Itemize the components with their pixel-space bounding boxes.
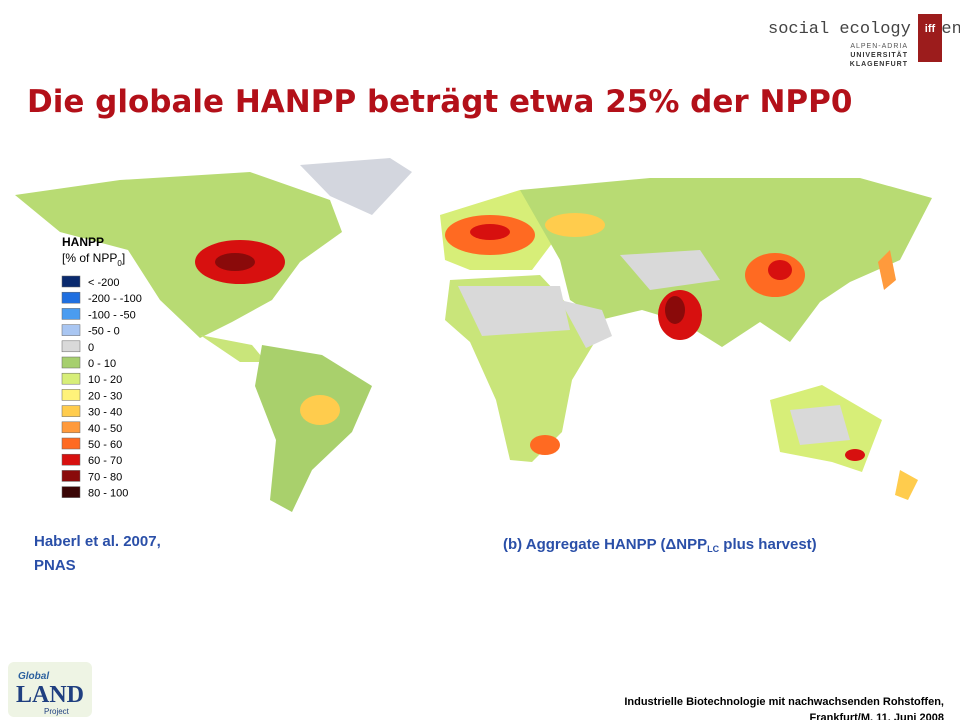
- legend-unit-text: [% of NPP: [62, 251, 117, 265]
- legend: HANPP [% of NPP0] < -200-200 - -100-100 …: [61, 235, 142, 500]
- legend-swatch: [61, 421, 81, 434]
- landmass: [895, 470, 918, 500]
- caption-text: plus harvest): [719, 536, 817, 553]
- legend-label: 40 - 50: [88, 423, 122, 435]
- legend-label: 60 - 70: [88, 455, 122, 467]
- landmass: [15, 172, 342, 338]
- legend-swatch: [61, 308, 81, 320]
- legend-label: -50 - 0: [88, 326, 120, 338]
- legend-title: HANPP: [62, 235, 104, 249]
- university-logo: social ecology vienna iff ALPEN-ADRIA UN…: [768, 14, 960, 68]
- logo-text: ALPEN-ADRIA: [850, 43, 908, 50]
- citation: PNAS: [34, 557, 76, 574]
- landmass: [255, 345, 372, 512]
- landmass: [520, 178, 932, 347]
- legend-unit-sub: 0: [117, 259, 122, 268]
- caption-sub: LC: [707, 544, 719, 554]
- logo-text: Project: [44, 707, 70, 716]
- desert: [620, 250, 720, 290]
- hotspot: [845, 449, 865, 461]
- legend-swatch: [61, 291, 81, 304]
- legend-swatch: [61, 437, 81, 450]
- landmass: [200, 335, 266, 362]
- citation: Haberl et al. 2007,: [34, 533, 161, 550]
- hotspot: [545, 213, 605, 237]
- legend-label: 0: [88, 342, 94, 354]
- logo-text: KLAGENFURT: [850, 61, 908, 68]
- legend-swatch: [61, 324, 81, 336]
- hotspot: [768, 260, 792, 280]
- legend-swatch: [61, 486, 81, 498]
- logo-text: Global: [18, 671, 49, 682]
- logo-badge-box: [918, 14, 942, 62]
- footer-text: Industrielle Biotechnologie mit nachwach…: [624, 696, 944, 708]
- legend-label: 30 - 40: [88, 407, 122, 419]
- glp-logo: Global LAND Project: [8, 662, 92, 717]
- legend-label: 20 - 30: [88, 390, 122, 402]
- legend-label: -100 - -50: [88, 309, 136, 321]
- legend-label: -200 - -100: [88, 293, 142, 305]
- desert: [560, 300, 612, 348]
- hotspot: [530, 435, 560, 455]
- logo-badge: iff: [925, 23, 936, 35]
- legend-label: 0 - 10: [88, 358, 116, 370]
- legend-label: 80 - 100: [88, 488, 128, 500]
- legend-label: 70 - 80: [88, 471, 122, 483]
- logo-bg: [8, 662, 92, 717]
- legend-label: < -200: [88, 277, 120, 289]
- hotspot: [470, 224, 510, 240]
- landmass: [300, 158, 412, 215]
- slide-title: Die globale HANPP beträgt etwa 25% der N…: [27, 84, 852, 120]
- hotspot: [665, 296, 685, 324]
- legend-unit-text: ]: [122, 251, 125, 265]
- legend-swatch: [61, 389, 81, 401]
- legend-label: 10 - 20: [88, 374, 122, 386]
- legend-swatch: [61, 372, 81, 385]
- legend-swatch: [61, 275, 81, 288]
- landmass: [878, 250, 896, 290]
- legend-unit: [% of NPP0]: [62, 251, 125, 268]
- legend-swatch: [61, 356, 81, 369]
- desert: [458, 286, 570, 336]
- caption-text: (b) Aggregate HANPP (ΔNPP: [503, 536, 707, 553]
- logo-text: social ecology vienna: [768, 20, 960, 39]
- logo-text: LAND: [16, 682, 84, 708]
- desert: [790, 405, 850, 445]
- world-map: [15, 158, 932, 512]
- hotspot: [215, 253, 255, 271]
- legend-label: 50 - 60: [88, 439, 122, 451]
- footer-text: Frankfurt/M, 11. Juni 2008: [810, 712, 945, 720]
- legend-swatch: [61, 453, 81, 466]
- logo-text: UNIVERSITÄT: [850, 51, 908, 59]
- hotspot: [300, 395, 340, 425]
- legend-swatch: [61, 340, 81, 353]
- map-caption: (b) Aggregate HANPP (ΔNPPLC plus harvest…: [503, 536, 817, 554]
- legend-swatch: [61, 470, 81, 482]
- legend-swatch: [61, 405, 81, 417]
